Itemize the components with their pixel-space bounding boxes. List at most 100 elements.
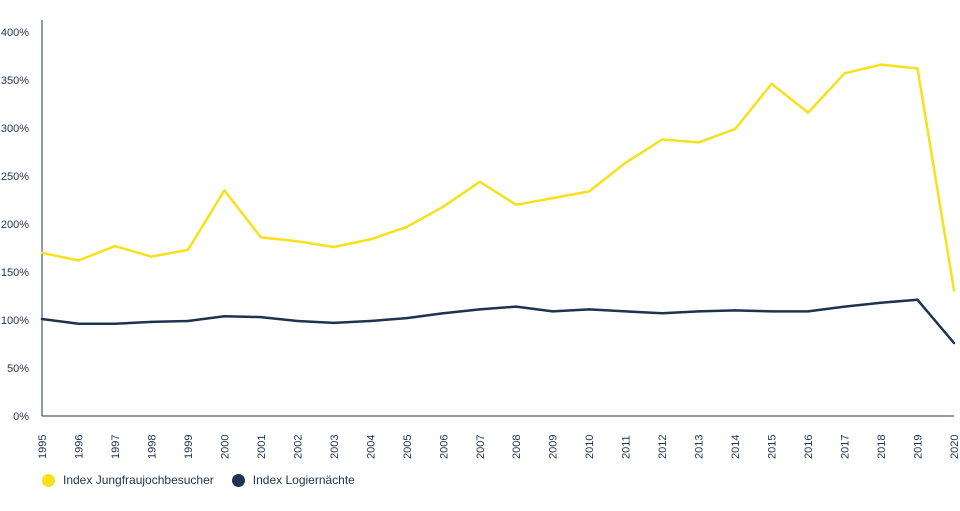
x-tick-label: 2004 (365, 435, 377, 459)
data-point (879, 301, 883, 304)
data-point (952, 341, 956, 345)
legend: Index Jungfraujochbesucher Index Logiern… (42, 473, 373, 487)
data-point (40, 251, 44, 254)
x-tick-label: 2020 (949, 435, 960, 459)
y-tick-label: 50% (7, 363, 29, 375)
x-tick-label: 1997 (110, 435, 122, 459)
x-tick-label: 2003 (329, 435, 341, 459)
y-tick-label: 350% (1, 75, 29, 87)
data-point (186, 248, 190, 252)
x-tick-label: 1995 (37, 435, 49, 459)
x-tick-label: 2010 (584, 435, 596, 459)
data-point (733, 127, 737, 131)
x-tick-label: 2019 (913, 435, 925, 459)
data-point (478, 180, 481, 183)
data-point (332, 321, 336, 325)
x-tick-label: 2007 (475, 435, 487, 459)
x-tick-label: 2002 (292, 435, 304, 459)
data-point (478, 308, 481, 311)
x-tick-label: 2016 (803, 435, 815, 459)
legend-item-jungfraujoch[interactable]: Index Jungfraujochbesucher (42, 473, 214, 487)
data-point (77, 259, 80, 262)
y-tick-label: 250% (1, 171, 29, 183)
data-point (259, 315, 263, 319)
data-point (442, 312, 445, 315)
data-point (588, 308, 591, 311)
data-point (405, 316, 408, 320)
series-line-0 (40, 63, 956, 292)
data-point (296, 319, 299, 323)
y-tick-label: 200% (1, 219, 29, 231)
data-point (624, 310, 627, 313)
data-point (697, 141, 700, 144)
x-tick-label: 2018 (876, 435, 888, 459)
data-point (150, 255, 153, 258)
x-axis: 1995 1996 1997 1998 1999 2000 2001 2002 2003 2004… (37, 415, 960, 459)
data-point (223, 189, 226, 192)
y-axis: 0% 50% 100% 150% 200% 250% 300% 350% 400% (1, 20, 43, 423)
data-point (916, 67, 919, 70)
data-point (879, 63, 883, 66)
legend-swatch-logiernaechte (231, 473, 245, 487)
x-tick-label: 2015 (767, 435, 779, 459)
data-point (405, 225, 408, 229)
data-point (296, 240, 299, 243)
data-point (952, 289, 956, 292)
x-tick-label: 2005 (402, 435, 414, 459)
x-tick-label: 1998 (146, 435, 158, 459)
data-point (515, 305, 518, 308)
data-point (843, 305, 846, 308)
data-point (369, 319, 372, 323)
y-tick-label: 0% (13, 411, 29, 423)
legend-item-logiernaechte[interactable]: Index Logiernächte (231, 473, 355, 487)
data-point (588, 190, 591, 193)
x-tick-label: 2008 (511, 435, 523, 459)
x-tick-label: 1999 (183, 435, 195, 459)
x-tick-label: 2006 (438, 435, 450, 459)
line-chart: 0%50%100%150%200%250%300%350%400% 1995 19… (1, 20, 960, 459)
data-point (223, 314, 226, 318)
data-point (770, 310, 773, 313)
data-point (40, 317, 44, 321)
data-point (806, 111, 810, 114)
x-tick-label: 2000 (219, 435, 231, 459)
legend-swatch-jungfraujoch (42, 473, 55, 487)
data-point (113, 244, 117, 248)
x-tick-label: 2009 (548, 435, 560, 459)
data-point (624, 161, 627, 164)
data-point (150, 320, 153, 324)
y-tick-label: 300% (1, 123, 29, 135)
data-point (551, 196, 554, 200)
x-tick-label: 2013 (694, 435, 706, 459)
data-point (806, 310, 810, 313)
data-point (259, 236, 263, 239)
data-point (442, 205, 445, 208)
data-point (660, 138, 664, 141)
x-tick-label: 2001 (256, 435, 268, 459)
data-point (113, 322, 117, 326)
series-layer (40, 63, 956, 345)
x-tick-label: 1996 (73, 435, 85, 459)
data-point (843, 72, 846, 75)
data-point (369, 238, 372, 241)
data-point (733, 309, 737, 312)
data-point (186, 319, 190, 323)
x-tick-label: 2012 (657, 435, 669, 459)
y-tick-label: 400% (1, 27, 29, 39)
data-point (697, 310, 700, 313)
data-point (551, 310, 554, 313)
data-point (916, 298, 919, 302)
data-point (77, 322, 80, 326)
x-tick-label: 2014 (730, 435, 742, 459)
x-tick-label: 2017 (840, 435, 852, 459)
series-line-1 (40, 298, 956, 345)
data-point (515, 203, 518, 206)
data-point (770, 82, 773, 86)
x-tick-label: 2011 (621, 435, 633, 459)
y-tick-label: 150% (1, 267, 29, 279)
legend-label-logiernaechte: Index Logiernächte (252, 473, 355, 487)
data-point (660, 312, 664, 315)
y-tick-label: 100% (1, 315, 29, 327)
data-point (332, 245, 336, 249)
legend-label-jungfraujoch: Index Jungfraujochbesucher (63, 473, 214, 487)
